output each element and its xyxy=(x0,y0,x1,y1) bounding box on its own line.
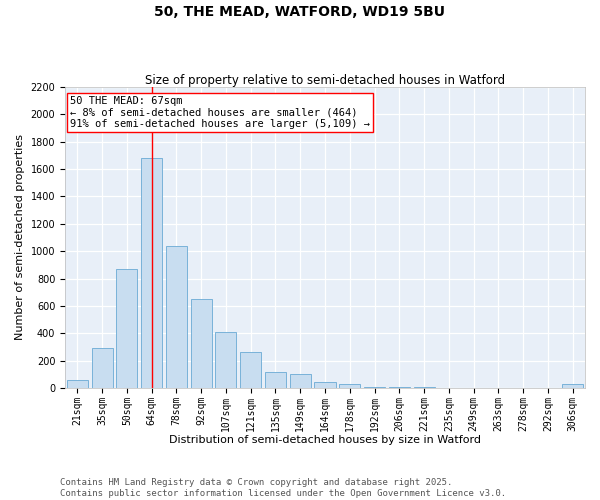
Text: Contains HM Land Registry data © Crown copyright and database right 2025.
Contai: Contains HM Land Registry data © Crown c… xyxy=(60,478,506,498)
Bar xyxy=(166,246,187,388)
Bar xyxy=(141,158,162,388)
Text: 50 THE MEAD: 67sqm
← 8% of semi-detached houses are smaller (464)
91% of semi-de: 50 THE MEAD: 67sqm ← 8% of semi-detached… xyxy=(70,96,370,129)
Bar xyxy=(191,299,212,388)
Text: 50, THE MEAD, WATFORD, WD19 5BU: 50, THE MEAD, WATFORD, WD19 5BU xyxy=(155,5,445,19)
X-axis label: Distribution of semi-detached houses by size in Watford: Distribution of semi-detached houses by … xyxy=(169,435,481,445)
Bar xyxy=(290,374,311,388)
Bar xyxy=(314,382,335,388)
Y-axis label: Number of semi-detached properties: Number of semi-detached properties xyxy=(15,134,25,340)
Bar xyxy=(240,352,261,388)
Bar xyxy=(67,380,88,388)
Bar xyxy=(265,372,286,388)
Title: Size of property relative to semi-detached houses in Watford: Size of property relative to semi-detach… xyxy=(145,74,505,87)
Bar xyxy=(389,387,410,388)
Bar xyxy=(339,384,360,388)
Bar xyxy=(364,386,385,388)
Bar xyxy=(92,348,113,388)
Bar xyxy=(116,269,137,388)
Bar xyxy=(562,384,583,388)
Bar xyxy=(215,332,236,388)
